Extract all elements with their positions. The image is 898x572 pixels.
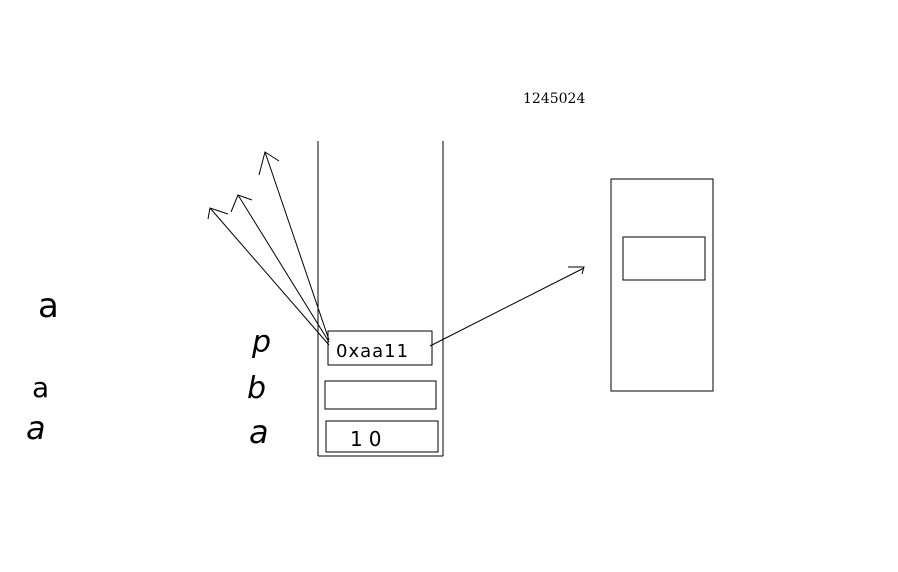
stack-var-label-a: a xyxy=(249,413,269,451)
stack-var-label-b: b xyxy=(247,371,266,406)
stack-container xyxy=(317,141,444,457)
arrow-to-heap-object xyxy=(429,266,585,347)
stack-slot-p: 0xaa11 xyxy=(327,330,433,366)
left-letter-3: a xyxy=(26,409,46,447)
heap-object-field xyxy=(622,236,706,281)
left-letter-2: a xyxy=(32,371,49,404)
stack-var-label-p: p xyxy=(251,325,271,360)
arrow-up-left-2 xyxy=(230,194,330,343)
arrow-up-left-3 xyxy=(207,207,330,346)
stack-slot-a: 10 xyxy=(325,420,439,453)
heap-object xyxy=(610,178,714,392)
heap-address-label: 1245024 xyxy=(523,91,585,107)
stack-slot-a-value: 10 xyxy=(350,427,387,451)
stack-slot-b xyxy=(324,380,437,410)
stack-slot-p-value: 0xaa11 xyxy=(336,341,409,362)
left-letter-1: a xyxy=(38,286,59,326)
arrow-up-left-1 xyxy=(258,151,330,341)
